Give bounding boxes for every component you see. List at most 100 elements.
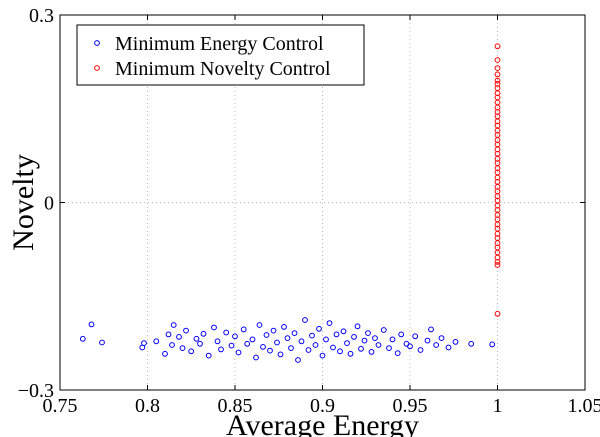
legend-marker (94, 40, 100, 46)
data-point (170, 322, 177, 328)
gridlines (60, 15, 585, 390)
y-axis-label: Novelty (7, 154, 40, 251)
data-point (141, 340, 147, 347)
data-point (494, 43, 501, 50)
x-tick-label: 0.75 (43, 395, 78, 417)
data-point (494, 65, 501, 71)
data-point (284, 335, 291, 342)
data-point (372, 335, 378, 342)
data-point (494, 71, 501, 78)
data-point (380, 327, 387, 333)
data-point (330, 344, 336, 351)
x-tick-label: 1 (493, 395, 503, 417)
data-point (494, 221, 501, 228)
data-point (211, 324, 217, 331)
data-point (347, 350, 354, 357)
data-point (263, 332, 270, 338)
data-point (205, 352, 212, 359)
data-point (358, 345, 364, 352)
legend: Minimum Energy Control Minimum Novelty Co… (76, 24, 365, 86)
data-point (365, 330, 371, 337)
data-point (223, 329, 230, 336)
data-point (316, 325, 322, 332)
legend-marker (94, 65, 100, 71)
data-point (260, 344, 266, 350)
data-point (326, 320, 333, 327)
data-point (417, 347, 424, 353)
data-point (468, 340, 475, 347)
x-tick-label: 0.85 (218, 395, 253, 417)
series-0-points (79, 317, 496, 363)
y-tick-label: 0.3 (29, 5, 54, 27)
data-point (407, 343, 413, 350)
data-point (288, 345, 294, 352)
data-point (179, 345, 186, 352)
data-point (361, 337, 368, 344)
data-point (240, 326, 247, 333)
data-point (281, 324, 287, 330)
data-point (494, 80, 501, 87)
data-point (319, 352, 326, 359)
data-point (494, 259, 501, 265)
data-point (244, 340, 251, 347)
data-point (344, 340, 350, 347)
data-point (489, 341, 496, 348)
data-point (267, 347, 273, 354)
data-point (445, 344, 452, 351)
data-point (193, 335, 200, 342)
data-point (228, 342, 235, 349)
data-point (169, 342, 175, 348)
data-point (298, 338, 305, 345)
data-point (79, 335, 86, 342)
x-tick-label: 1.05 (568, 395, 600, 417)
data-point (428, 326, 434, 333)
data-point (176, 334, 182, 340)
data-point (162, 350, 168, 357)
data-point (197, 340, 203, 347)
data-point (218, 346, 224, 353)
data-point (309, 332, 315, 339)
data-point (433, 342, 440, 348)
axis-ticks (59, 14, 586, 391)
data-point (424, 337, 431, 344)
data-point (337, 348, 343, 355)
data-point (99, 339, 105, 346)
data-point (232, 333, 238, 340)
data-point (270, 327, 277, 334)
data-point (368, 349, 375, 355)
data-point (494, 230, 501, 237)
legend-label: Minimum Novelty Control (115, 58, 331, 80)
data-point (375, 342, 382, 348)
x-tick-label: 0.8 (135, 395, 160, 417)
data-point (398, 331, 405, 338)
data-point (494, 57, 501, 63)
data-point (183, 327, 189, 334)
data-point (412, 333, 419, 340)
data-point (235, 349, 242, 356)
data-point (312, 342, 319, 348)
data-point (494, 77, 501, 84)
data-point (188, 348, 195, 355)
data-point (394, 350, 401, 357)
data-point (200, 330, 207, 337)
data-point (494, 310, 501, 317)
data-point (253, 354, 259, 361)
data-point (88, 321, 95, 328)
data-point (494, 262, 501, 268)
data-point (153, 338, 160, 345)
data-point (291, 330, 298, 337)
data-point (277, 351, 284, 358)
data-point (302, 317, 308, 323)
data-point (256, 322, 263, 328)
data-point (305, 347, 312, 353)
data-point (165, 331, 172, 338)
series-1-points (494, 43, 501, 317)
legend-box (76, 24, 365, 86)
x-axis-label: Average Energy (226, 409, 419, 437)
y-tick-label: 0 (44, 193, 54, 215)
data-point (340, 328, 347, 335)
data-point (351, 334, 357, 340)
y-tick-label: −0.3 (18, 380, 54, 402)
x-tick-label: 0.95 (393, 395, 428, 417)
